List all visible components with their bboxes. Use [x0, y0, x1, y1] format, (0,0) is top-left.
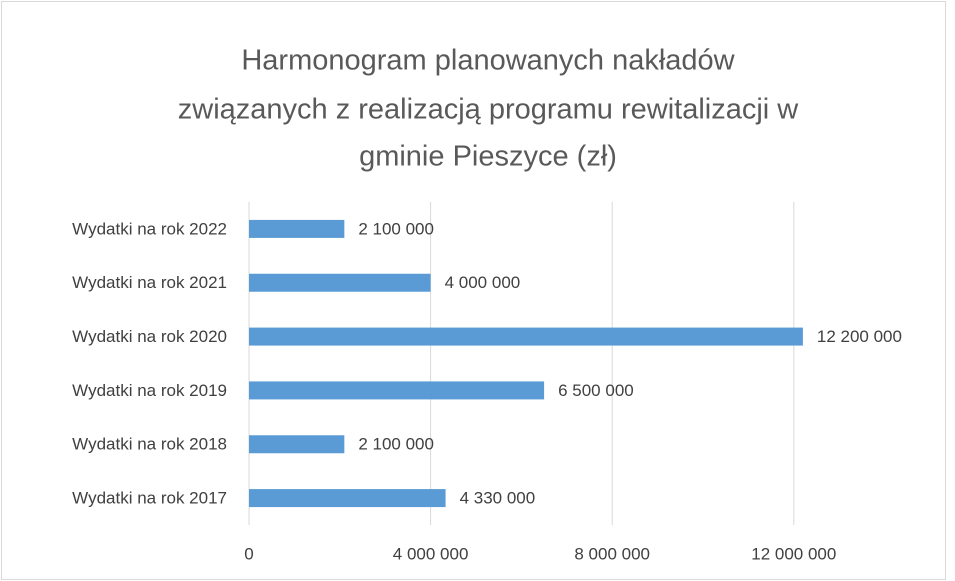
- data-label: 12 200 000: [817, 327, 902, 346]
- y-tick-label: Wydatki na rok 2018: [72, 435, 227, 454]
- y-tick-label: Wydatki na rok 2019: [72, 381, 227, 400]
- y-tick-label: Wydatki na rok 2022: [72, 219, 227, 238]
- x-tick-label: 0: [244, 544, 253, 563]
- y-tick-label: Wydatki na rok 2020: [72, 327, 227, 346]
- bar: [249, 435, 345, 454]
- bar: [249, 381, 545, 400]
- y-tick-label: Wydatki na rok 2017: [72, 489, 227, 508]
- x-tick-label: 4 000 000: [393, 544, 469, 563]
- chart-title: Harmonogram planowanych nakładów: [241, 45, 735, 77]
- y-tick-label: Wydatki na rok 2021: [72, 273, 227, 292]
- x-tick-label: 8 000 000: [574, 544, 650, 563]
- data-label: 4 000 000: [445, 273, 521, 292]
- x-tick-label: 12 000 000: [751, 544, 836, 563]
- bar: [249, 219, 345, 238]
- chart-title: związanych z realizacją programu rewital…: [178, 94, 800, 126]
- bar: [249, 273, 431, 292]
- data-label: 6 500 000: [558, 381, 634, 400]
- data-label: 4 330 000: [460, 489, 536, 508]
- data-label: 2 100 000: [358, 435, 434, 454]
- bar: [249, 327, 803, 346]
- data-label: 2 100 000: [358, 219, 434, 238]
- bar: [249, 489, 446, 508]
- chart-title: gminie Pieszyce (zł): [359, 141, 617, 173]
